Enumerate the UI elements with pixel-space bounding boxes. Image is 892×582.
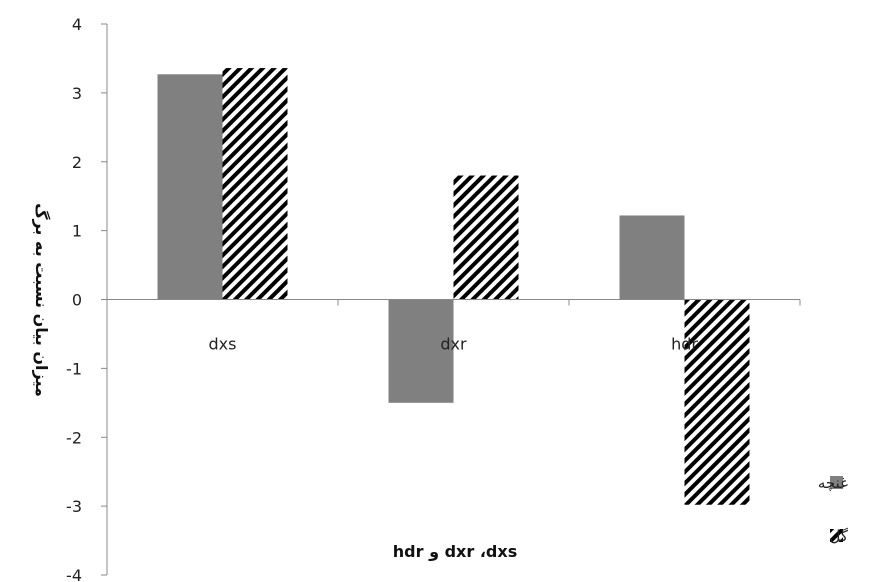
y-tick-label: 3 <box>72 84 82 103</box>
y-tick-label: 1 <box>72 222 82 241</box>
bar-dxs-series-1 <box>157 74 223 300</box>
bar-hdr-series-1 <box>619 215 685 300</box>
y-axis-title: میزان بیان نسبت به برگ <box>32 203 51 397</box>
bar-dxr-series-1 <box>388 299 454 403</box>
bars <box>157 68 750 505</box>
legend-swatch-2 <box>830 529 843 542</box>
y-tick-label: -2 <box>66 428 82 447</box>
x-axis: dxs dxr hdr <box>106 299 801 354</box>
category-label-dxr: dxr <box>440 335 467 354</box>
legend-label-2: گل <box>829 527 848 545</box>
legend-label-1: غنچه <box>818 474 848 492</box>
y-tick-label: -4 <box>66 566 82 582</box>
legend: غنچه گل <box>818 474 849 545</box>
x-axis-title: hdr و dxr ،dxs <box>393 542 517 561</box>
y-tick-label: 2 <box>72 153 82 172</box>
y-tick-label: 4 <box>72 15 82 34</box>
y-tick-label: -3 <box>66 497 82 516</box>
bar-dxr-series-2 <box>453 175 519 300</box>
category-label-dxs: dxs <box>209 335 237 354</box>
bar-hdr-series-2 <box>684 299 750 505</box>
legend-swatch-1 <box>830 476 843 489</box>
category-label-hdr: hdr <box>671 335 698 354</box>
y-tick-label: 0 <box>72 291 82 310</box>
bar-dxs-series-2 <box>222 68 288 300</box>
y-tick-label: -1 <box>66 359 82 378</box>
y-axis: 4 3 2 1 0 -1 -2 -3 -4 <box>66 15 108 582</box>
